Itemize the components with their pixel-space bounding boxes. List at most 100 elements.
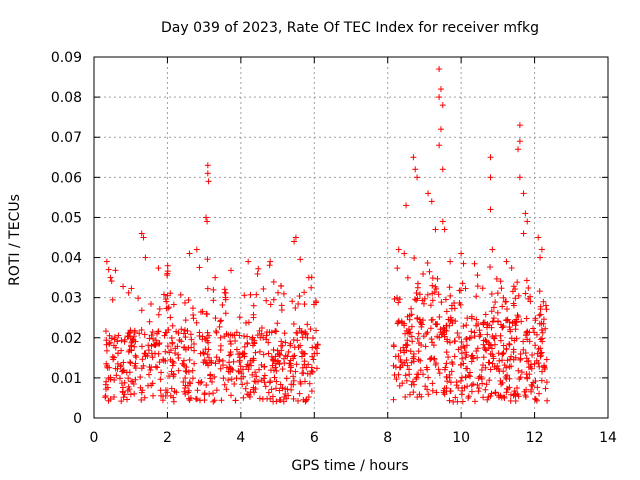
- data-point: [278, 283, 285, 290]
- data-point: [218, 397, 225, 404]
- data-point: [405, 330, 412, 337]
- data-point: [539, 338, 546, 345]
- data-point: [304, 370, 311, 377]
- data-point: [162, 329, 169, 336]
- y-axis-label: ROTI / TECUs: [7, 194, 23, 286]
- data-point: [496, 357, 503, 364]
- data-point: [297, 380, 304, 387]
- data-point: [102, 328, 109, 335]
- data-point: [197, 379, 204, 386]
- data-point: [422, 343, 429, 350]
- data-point: [233, 346, 240, 353]
- plot-frame: [93, 56, 609, 419]
- data-point: [531, 360, 538, 367]
- data-point: [137, 374, 144, 381]
- data-point: [199, 308, 206, 315]
- data-point: [279, 385, 286, 392]
- data-point: [539, 329, 546, 336]
- data-point: [210, 390, 217, 397]
- data-point: [165, 304, 172, 311]
- data-point: [415, 356, 422, 363]
- data-point: [394, 320, 401, 327]
- data-point: [456, 299, 463, 306]
- data-point: [465, 394, 472, 401]
- data-point: [490, 355, 497, 362]
- data-point: [447, 379, 454, 386]
- data-point: [298, 328, 305, 335]
- data-point: [473, 316, 480, 323]
- data-point: [435, 291, 442, 298]
- grid: [94, 57, 608, 418]
- data-point: [265, 350, 272, 357]
- data-point: [138, 396, 145, 403]
- x-tick-label: 10: [452, 430, 470, 446]
- data-point: [457, 361, 464, 368]
- data-point: [288, 381, 295, 388]
- data-point: [168, 385, 175, 392]
- data-point: [227, 392, 234, 399]
- data-point: [116, 375, 123, 382]
- data-point: [479, 285, 486, 292]
- data-point: [429, 380, 436, 387]
- data-point: [296, 390, 303, 397]
- data-point: [120, 367, 127, 374]
- data-point: [423, 364, 430, 371]
- data-point: [515, 146, 522, 153]
- x-tick-label: 0: [90, 430, 99, 446]
- data-point: [424, 260, 431, 267]
- data-point: [436, 142, 443, 149]
- data-point: [233, 375, 240, 382]
- data-point: [401, 320, 408, 327]
- data-point: [265, 339, 272, 346]
- data-point: [222, 310, 229, 317]
- data-point: [230, 358, 237, 365]
- data-point: [434, 333, 441, 340]
- data-point: [299, 370, 306, 377]
- data-point: [454, 398, 461, 405]
- data-point: [127, 391, 134, 398]
- data-point: [466, 369, 473, 376]
- data-point: [309, 353, 316, 360]
- y-tick-label: 0: [73, 411, 82, 427]
- data-point: [277, 342, 284, 349]
- data-point: [169, 339, 176, 346]
- data-point: [498, 394, 505, 401]
- data-point: [213, 329, 220, 336]
- data-point: [142, 254, 149, 261]
- data-point: [256, 327, 263, 334]
- data-point: [123, 396, 130, 403]
- data-point: [497, 377, 504, 384]
- data-point: [393, 376, 400, 383]
- data-point: [477, 331, 484, 338]
- data-point: [149, 328, 156, 335]
- data-point: [204, 311, 211, 318]
- data-point: [287, 364, 294, 371]
- data-point: [465, 372, 472, 379]
- data-point: [272, 360, 279, 367]
- data-point: [473, 348, 480, 355]
- data-point: [459, 387, 466, 394]
- data-point: [520, 338, 527, 345]
- data-point: [431, 289, 438, 296]
- data-point: [515, 292, 522, 299]
- data-point: [446, 284, 453, 291]
- data-point: [173, 328, 180, 335]
- data-point: [499, 351, 506, 358]
- data-point: [302, 328, 309, 335]
- data-point: [442, 296, 449, 303]
- data-point: [304, 321, 311, 328]
- data-point: [411, 381, 418, 388]
- data-point: [291, 344, 298, 351]
- data-point: [222, 289, 229, 296]
- y-tick-label: 0.05: [51, 210, 82, 226]
- data-point: [429, 339, 436, 346]
- data-point: [205, 178, 212, 185]
- data-point: [524, 336, 531, 343]
- data-point: [166, 349, 173, 356]
- data-point: [118, 398, 125, 405]
- data-point: [473, 322, 480, 329]
- data-point: [512, 326, 519, 333]
- data-point: [522, 210, 529, 217]
- data-point: [200, 349, 207, 356]
- data-point: [256, 348, 263, 355]
